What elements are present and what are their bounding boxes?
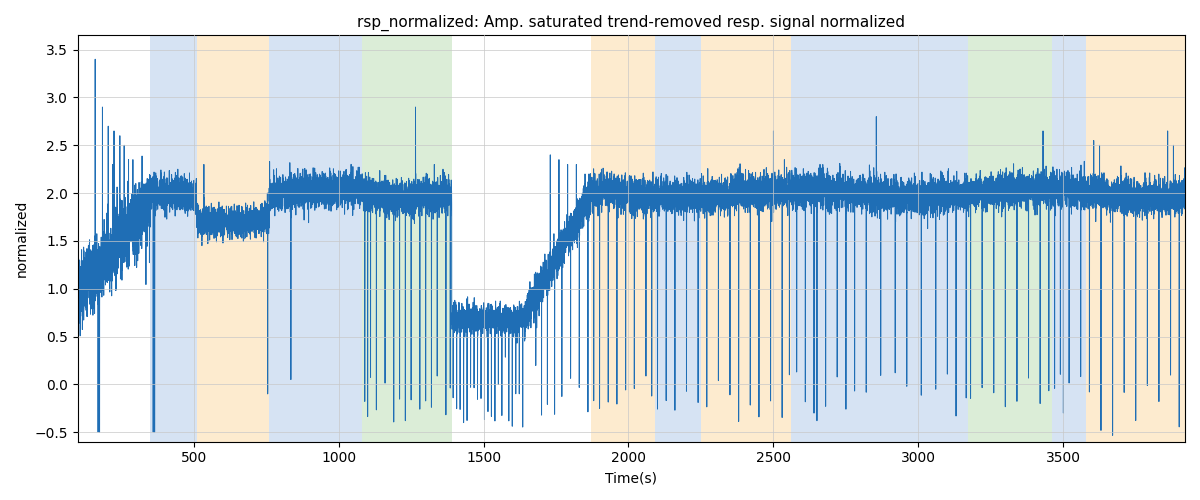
Bar — [1051, 36, 1086, 442]
X-axis label: Time(s): Time(s) — [605, 471, 658, 485]
Title: rsp_normalized: Amp. saturated trend-removed resp. signal normalized: rsp_normalized: Amp. saturated trend-rem… — [358, 15, 905, 31]
Y-axis label: normalized: normalized — [14, 200, 29, 277]
Bar — [791, 36, 848, 442]
Bar — [269, 36, 362, 442]
Bar — [362, 36, 451, 442]
Bar — [150, 36, 197, 442]
Bar — [654, 36, 701, 442]
Bar — [848, 36, 967, 442]
Bar — [967, 36, 1051, 442]
Bar — [701, 36, 791, 442]
Bar — [590, 36, 654, 442]
Bar — [197, 36, 269, 442]
Bar — [1086, 36, 1186, 442]
